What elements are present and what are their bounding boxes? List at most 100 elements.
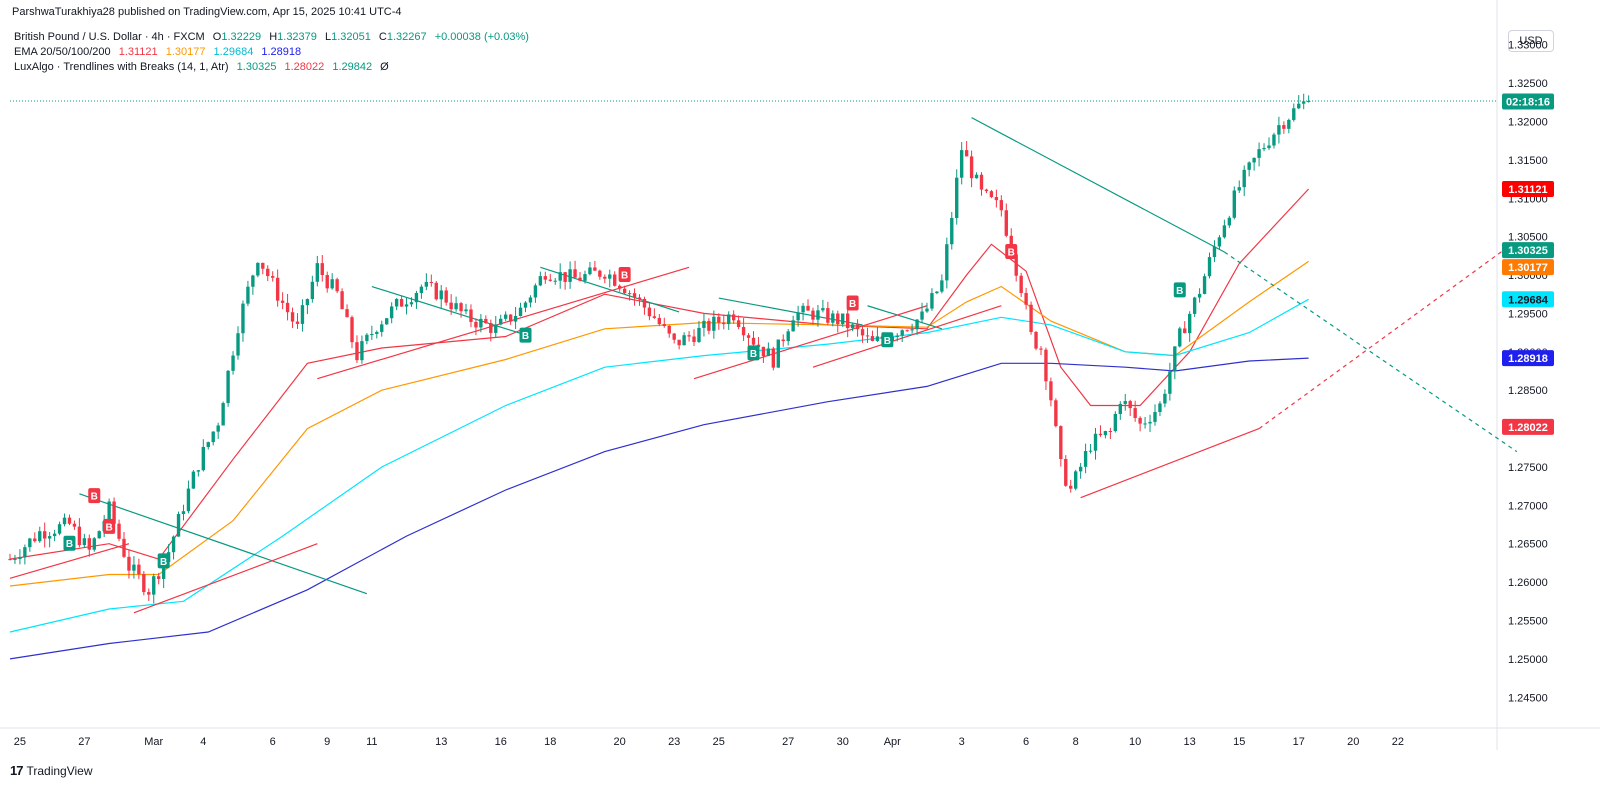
trendline-support [812, 305, 1002, 368]
candle-body [404, 304, 409, 307]
candle-body [771, 348, 776, 368]
x-tick-label: 4 [200, 736, 206, 748]
candle-body [1173, 346, 1177, 372]
candle-body [702, 320, 706, 328]
signal-badge-buy [881, 332, 894, 348]
candle-body [573, 269, 577, 278]
y-tick-label: 1.24500 [1508, 692, 1548, 704]
y-tick-label: 1.25500 [1508, 616, 1548, 628]
candle-body [553, 280, 557, 282]
candle-body [731, 314, 736, 321]
candle-body [1029, 304, 1033, 332]
currency-button[interactable]: USD [1508, 30, 1554, 52]
candle-body [940, 280, 944, 292]
signal-label: B [849, 299, 856, 310]
candle-body [950, 217, 954, 245]
candle-body [617, 285, 622, 289]
candle-body [127, 556, 131, 571]
candle-body [152, 576, 156, 595]
candle-body [285, 302, 290, 313]
candle-body [841, 313, 845, 325]
luxalgo-label[interactable]: LuxAlgo · Trendlines with Breaks (14, 1,… [14, 61, 229, 73]
candle-body [350, 317, 354, 343]
candle-body [845, 313, 850, 329]
signal-label: B [66, 539, 73, 550]
signal-badge-buy [747, 345, 760, 361]
candle-body [181, 511, 186, 515]
candle-body [1064, 458, 1068, 486]
candle-body [1148, 421, 1152, 424]
candle-body [776, 339, 780, 368]
candle-body [295, 321, 300, 324]
signal-badge-sell [1005, 244, 1018, 259]
candle-body [107, 501, 111, 522]
candle-body [464, 309, 468, 312]
candle-body [637, 297, 642, 299]
signal-badge-sell [103, 518, 116, 534]
x-tick-label: 8 [1073, 736, 1079, 748]
y-tick-label: 1.27000 [1508, 500, 1548, 512]
candle-body [77, 526, 82, 546]
signal-badge-buy [1173, 282, 1186, 298]
candle-body [870, 336, 875, 341]
candle-body [57, 524, 62, 534]
candle-body [751, 337, 756, 345]
candle-body [1306, 100, 1311, 102]
signal-label: B [884, 336, 891, 347]
candle-body [865, 335, 870, 337]
x-tick-label: 16 [495, 736, 507, 748]
trendline-resistance [971, 117, 1225, 253]
candle-body [38, 531, 42, 542]
candle-body [499, 318, 503, 325]
candle-body [221, 403, 225, 426]
candle-body [578, 277, 582, 281]
x-tick-label: 6 [1023, 736, 1029, 748]
candle-body [622, 288, 627, 294]
ema50-value: 1.30177 [165, 46, 206, 58]
candle-body [1024, 292, 1028, 305]
candle-body [796, 312, 800, 321]
candle-body [791, 320, 795, 332]
candle-body [761, 346, 766, 357]
candle-body [439, 290, 443, 300]
luxalgo-legend[interactable]: LuxAlgo · Trendlines with Breaks (14, 1,… [14, 61, 394, 73]
candle-body [434, 282, 438, 300]
signal-badge-buy [157, 553, 170, 569]
candles [8, 93, 1311, 604]
footer-brand[interactable]: 17 TradingView [10, 763, 93, 778]
candle-body [325, 275, 329, 289]
candle-body [1297, 103, 1301, 109]
candle-body [28, 538, 32, 548]
ema-legend[interactable]: EMA 20/50/100/200 1.31121 1.30177 1.2968… [14, 46, 306, 58]
price-axis-label: 1.29684 [1508, 294, 1549, 306]
candle-body [370, 334, 374, 336]
ema-label[interactable]: EMA 20/50/100/200 [14, 46, 111, 58]
candle-body [603, 276, 607, 279]
candle-body [1158, 403, 1162, 412]
candle-body [13, 558, 17, 560]
candle-body [786, 331, 790, 342]
ohlc-high: H1.32379 [269, 31, 317, 43]
price-axis-label: 1.28022 [1508, 422, 1548, 434]
candle-body [171, 536, 176, 553]
candle-body [533, 285, 538, 298]
candle-body [1123, 401, 1127, 404]
trendline-support [133, 543, 318, 614]
candle-body [543, 276, 548, 280]
candle-body [429, 281, 434, 283]
candle-body [955, 177, 959, 218]
x-tick-label: 25 [713, 736, 725, 748]
symbol-legend[interactable]: British Pound / U.S. Dollar · 4h · FXCM … [14, 31, 534, 43]
candle-body [1292, 108, 1296, 120]
candle-body [836, 313, 840, 325]
trendline-support [9, 543, 130, 579]
symbol-name[interactable]: British Pound / U.S. Dollar · 4h · FXCM [14, 31, 205, 43]
candle-body [1277, 125, 1281, 135]
candle-body [974, 174, 979, 179]
candle-body [246, 286, 250, 304]
candle-body [677, 339, 681, 346]
price-axis-label-bg [1502, 180, 1554, 197]
trendline-resistance-projection [1224, 251, 1518, 453]
x-tick-label: 25 [14, 736, 26, 748]
